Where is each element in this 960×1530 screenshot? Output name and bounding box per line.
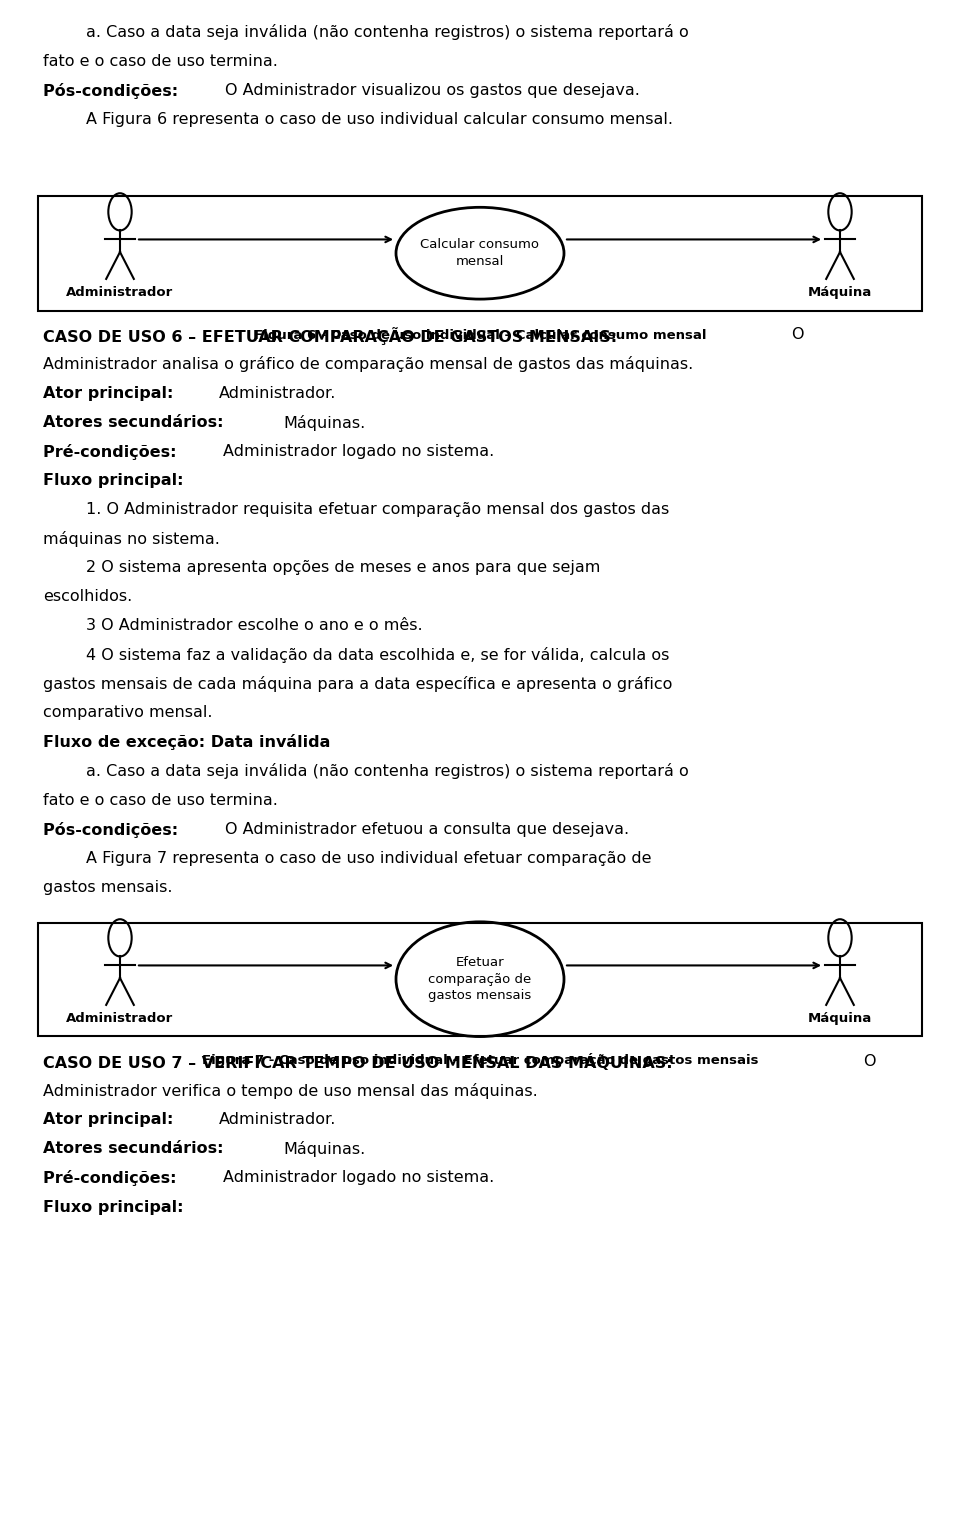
Text: Pós-condições:: Pós-condições: bbox=[43, 83, 184, 98]
Text: CASO DE USO 7 – VERIFICAR TEMPO DE USO MENSAL DAS MÁQUINAS:: CASO DE USO 7 – VERIFICAR TEMPO DE USO M… bbox=[43, 1054, 679, 1071]
Text: O Administrador efetuou a consulta que desejava.: O Administrador efetuou a consulta que d… bbox=[225, 822, 629, 837]
Text: O Administrador visualizou os gastos que desejava.: O Administrador visualizou os gastos que… bbox=[225, 83, 639, 98]
Text: Figura 7 - Caso de uso individual – Efetuar comparação de gastos mensais: Figura 7 - Caso de uso individual – Efet… bbox=[202, 1054, 758, 1066]
Text: Efetuar
comparação de
gastos mensais: Efetuar comparação de gastos mensais bbox=[428, 956, 532, 1002]
Text: Administrador: Administrador bbox=[66, 286, 174, 300]
Text: O: O bbox=[863, 1054, 876, 1069]
Text: Administrador: Administrador bbox=[66, 1013, 174, 1025]
Text: Ator principal:: Ator principal: bbox=[43, 386, 180, 401]
Text: Administrador logado no sistema.: Administrador logado no sistema. bbox=[223, 1170, 494, 1186]
Text: escolhidos.: escolhidos. bbox=[43, 589, 132, 604]
Text: Máquinas.: Máquinas. bbox=[283, 415, 366, 430]
Text: Administrador analisa o gráfico de comparação mensal de gastos das máquinas.: Administrador analisa o gráfico de compa… bbox=[43, 356, 693, 372]
Text: A Figura 6 representa o caso de uso individual calcular consumo mensal.: A Figura 6 representa o caso de uso indi… bbox=[86, 112, 673, 127]
Text: Calcular consumo
mensal: Calcular consumo mensal bbox=[420, 239, 540, 268]
Text: Atores secundários:: Atores secundários: bbox=[43, 415, 229, 430]
Text: Administrador.: Administrador. bbox=[219, 386, 336, 401]
Text: O: O bbox=[791, 327, 804, 343]
Text: 4 O sistema faz a validação da data escolhida e, se for válida, calcula os: 4 O sistema faz a validação da data esco… bbox=[86, 647, 670, 662]
Text: comparativo mensal.: comparativo mensal. bbox=[43, 705, 213, 721]
Text: Administrador verifica o tempo de uso mensal das máquinas.: Administrador verifica o tempo de uso me… bbox=[43, 1083, 538, 1099]
Text: Administrador.: Administrador. bbox=[219, 1112, 336, 1128]
Text: a. Caso a data seja inválida (não contenha registros) o sistema reportará o: a. Caso a data seja inválida (não conten… bbox=[86, 24, 689, 40]
Text: A Figura 7 representa o caso de uso individual efetuar comparação de: A Figura 7 representa o caso de uso indi… bbox=[86, 851, 652, 866]
Text: Fluxo de exceção: Data inválida: Fluxo de exceção: Data inválida bbox=[43, 734, 330, 750]
Text: Ator principal:: Ator principal: bbox=[43, 1112, 180, 1128]
Text: Máquina: Máquina bbox=[808, 1013, 872, 1025]
Text: fato e o caso de uso termina.: fato e o caso de uso termina. bbox=[43, 793, 278, 808]
Text: máquinas no sistema.: máquinas no sistema. bbox=[43, 531, 220, 546]
Text: fato e o caso de uso termina.: fato e o caso de uso termina. bbox=[43, 54, 278, 69]
Text: 3 O Administrador escolhe o ano e o mês.: 3 O Administrador escolhe o ano e o mês. bbox=[86, 618, 423, 633]
Text: Administrador logado no sistema.: Administrador logado no sistema. bbox=[223, 444, 494, 459]
Text: Figura 6 - Caso de uso individual – Calcular consumo mensal: Figura 6 - Caso de uso individual – Calc… bbox=[253, 329, 707, 341]
Text: gastos mensais.: gastos mensais. bbox=[43, 880, 173, 895]
Text: Pré-condições:: Pré-condições: bbox=[43, 1170, 182, 1186]
Text: 1. O Administrador requisita efetuar comparação mensal dos gastos das: 1. O Administrador requisita efetuar com… bbox=[86, 502, 670, 517]
Bar bbox=[38, 923, 922, 1036]
Text: Fluxo principal:: Fluxo principal: bbox=[43, 1200, 183, 1215]
Text: Fluxo principal:: Fluxo principal: bbox=[43, 473, 183, 488]
Bar bbox=[38, 196, 922, 311]
Text: a. Caso a data seja inválida (não contenha registros) o sistema reportará o: a. Caso a data seja inválida (não conten… bbox=[86, 763, 689, 779]
Text: CASO DE USO 6 – EFETUAR COMPARAÇÃO DE GASTOS MENSAIS:: CASO DE USO 6 – EFETUAR COMPARAÇÃO DE GA… bbox=[43, 327, 623, 346]
Text: gastos mensais de cada máquina para a data específica e apresenta o gráfico: gastos mensais de cada máquina para a da… bbox=[43, 676, 673, 692]
Text: Atores secundários:: Atores secundários: bbox=[43, 1141, 229, 1157]
Text: Pré-condições:: Pré-condições: bbox=[43, 444, 182, 459]
Text: Máquina: Máquina bbox=[808, 286, 872, 300]
Text: Máquinas.: Máquinas. bbox=[283, 1141, 366, 1157]
Text: 2 O sistema apresenta opções de meses e anos para que sejam: 2 O sistema apresenta opções de meses e … bbox=[86, 560, 601, 575]
Text: Pós-condições:: Pós-condições: bbox=[43, 822, 184, 837]
